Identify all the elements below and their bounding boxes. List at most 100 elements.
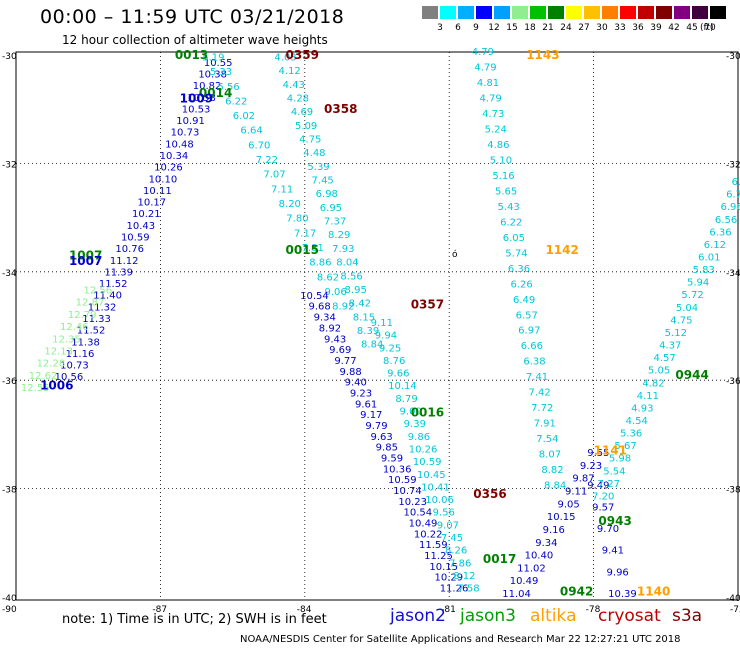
lon-tick-label: -84 — [297, 605, 312, 615]
wave-height-value: 9.68 — [308, 302, 330, 313]
pass-time-label: 1007 — [69, 254, 102, 268]
wave-height-value: 12.56 — [84, 285, 113, 296]
wave-height-value: 9.17 — [360, 410, 382, 421]
pass-time-label: 0358 — [324, 102, 357, 116]
wave-height-value: 9.59 — [381, 454, 403, 465]
wave-height-value: 8.56 — [340, 271, 362, 282]
wave-height-value: 9.11 — [565, 487, 587, 498]
wave-height-value: 5.67 — [614, 441, 636, 452]
wave-height-value: 6.98 — [316, 189, 338, 200]
footer-credit: NOAA/NESDIS Center for Satellite Applica… — [240, 634, 681, 645]
satellite-label-jason2: jason2 — [390, 606, 446, 626]
wave-height-value: 12.87 — [76, 298, 105, 309]
pass-time-label: 0359 — [286, 48, 319, 62]
wave-height-value: 7.45 — [441, 533, 463, 544]
wave-height-value: 4.82 — [642, 378, 664, 389]
wave-height-value: 5.16 — [492, 171, 514, 182]
pass-time-label: 0017 — [483, 552, 516, 566]
wave-height-value: 12.62 — [29, 371, 58, 382]
legend-swatch — [710, 6, 726, 19]
pass-time-label: 0015 — [286, 243, 319, 257]
legend-tick-label: 70 — [704, 23, 716, 33]
wave-height-value: 10.41 — [421, 482, 450, 493]
wave-height-value: 10.36 — [383, 464, 412, 475]
wave-height-value: 4.57 — [654, 353, 676, 364]
legend-tick-label: 21 — [542, 23, 554, 33]
wave-height-value: 12.28 — [37, 359, 66, 370]
wave-height-value: 10.56 — [55, 372, 84, 383]
wave-height-value: 7.93 — [332, 244, 354, 255]
legend-unit: (ft) — [700, 23, 714, 33]
wave-height-value: 10.49 — [409, 519, 438, 530]
wave-height-value: 4.12 — [279, 66, 301, 77]
legend-tick-label: 24 — [560, 23, 572, 33]
lat-tick-label: -38 — [2, 486, 17, 496]
wave-height-value: 8.26 — [445, 546, 467, 557]
wave-height-value: 5.24 — [485, 124, 507, 135]
lat-tick-label-right: -40 — [726, 594, 740, 604]
wave-height-value: 11.26 — [440, 584, 469, 595]
wave-height-value: 10.53 — [182, 104, 211, 115]
wave-height-value: 8.62 — [317, 272, 339, 283]
wave-height-value: 11.52 — [99, 279, 128, 290]
wave-height-value: 10.22 — [414, 529, 443, 540]
wave-height-value: 6.56 — [715, 215, 737, 226]
wave-height-value: 10.21 — [132, 209, 161, 220]
wave-height-value: 8.95 — [345, 285, 367, 296]
legend-tick-label: 27 — [578, 23, 590, 33]
wave-height-value: 11.25 — [424, 551, 453, 562]
wave-height-value: 11.33 — [82, 314, 111, 325]
wave-height-value: 5.74 — [505, 248, 527, 259]
wave-height-value: 9.69 — [329, 345, 351, 356]
legend-swatch — [476, 6, 492, 19]
wave-height-value: 7.45 — [312, 176, 334, 187]
wave-height-value: 4.48 — [303, 148, 325, 159]
legend-tick-label: 6 — [455, 23, 461, 33]
legend-tick-label: 12 — [488, 23, 500, 33]
wave-height-value: 7.27 — [598, 479, 620, 490]
wave-height-value: 10.54 — [404, 508, 433, 519]
wave-height-value: 8.92 — [319, 323, 341, 334]
wave-height-value: 7.37 — [324, 217, 346, 228]
wave-height-value: 9.49 — [587, 481, 609, 492]
wave-height-value: 7.42 — [528, 388, 550, 399]
wave-height-value: 10.49 — [510, 576, 539, 587]
wave-height-value: 11.32 — [88, 302, 117, 313]
wave-height-value: 7.07 — [263, 170, 285, 181]
map-title: 00:00 – 11:59 UTC 03/21/2018 — [40, 6, 345, 28]
wave-height-value: 7.58 — [457, 584, 479, 595]
wave-height-value: 8.15 — [353, 312, 375, 323]
wave-height-value: 9.05 — [558, 499, 580, 510]
wave-height-value: 9.77 — [334, 356, 356, 367]
wave-height-value: 6.64 — [240, 126, 262, 137]
wave-height-value: 10.58 — [187, 93, 216, 104]
lat-tick-label: -30 — [2, 52, 17, 62]
pass-time-label: 0013 — [175, 48, 208, 62]
wave-height-value: 10.74 — [393, 486, 422, 497]
lon-tick-label: -81 — [441, 605, 456, 615]
legend-swatch — [530, 6, 546, 19]
wave-height-value: 9.79 — [365, 421, 387, 432]
lon-tick-label: -90 — [2, 605, 17, 615]
wave-height-value: 4.03 — [274, 52, 296, 63]
wave-height-value: 10.48 — [165, 139, 194, 150]
wave-height-value: 7.54 — [536, 434, 558, 445]
wave-height-value: 6.22 — [500, 217, 522, 228]
wave-height-value: 11.59 — [419, 540, 448, 551]
wave-height-value: 7.86 — [449, 558, 471, 569]
legend-swatch — [440, 6, 456, 19]
wave-height-value: 6.26 — [510, 279, 532, 290]
legend-swatch — [566, 6, 582, 19]
legend-tick-label: 39 — [650, 23, 662, 33]
lon-tick-label: -78 — [586, 605, 601, 615]
wave-height-value: 10.59 — [121, 232, 150, 243]
wave-height-value: 5.94 — [687, 278, 709, 289]
lat-tick-label: -32 — [2, 160, 17, 170]
legend-tick-label: 9 — [473, 23, 479, 33]
legend-tick-label: 42 — [668, 23, 680, 33]
wave-height-value: 11.04 — [502, 589, 531, 600]
wave-height-value: 6.66 — [521, 341, 543, 352]
wave-height-value: 8.82 — [541, 465, 563, 476]
wave-height-value: 6.97 — [518, 326, 540, 337]
wave-height-value: 5.04 — [676, 303, 698, 314]
